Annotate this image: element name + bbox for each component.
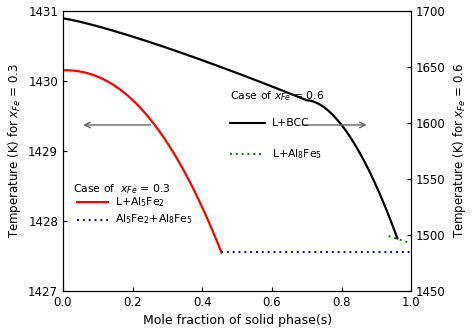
Text: Case of  $x_{Fe}$ = 0.3: Case of $x_{Fe}$ = 0.3	[73, 182, 171, 196]
Text: Case of $x_{Fe}$ = 0.6: Case of $x_{Fe}$ = 0.6	[230, 89, 325, 103]
Text: L+Al$_8$Fe$_5$: L+Al$_8$Fe$_5$	[272, 147, 322, 161]
Text: Al$_5$Fe$_2$+Al$_8$Fe$_5$: Al$_5$Fe$_2$+Al$_8$Fe$_5$	[115, 212, 193, 226]
Y-axis label: Temperature (K) for $x_{Fe}$ = 0.3: Temperature (K) for $x_{Fe}$ = 0.3	[6, 63, 23, 238]
Y-axis label: Temperature (K) for $x_{Fe}$ = 0.6: Temperature (K) for $x_{Fe}$ = 0.6	[451, 63, 468, 238]
Text: L+BCC: L+BCC	[272, 118, 310, 128]
X-axis label: Mole fraction of solid phase(s): Mole fraction of solid phase(s)	[143, 314, 332, 327]
Text: L+Al$_5$Fe$_2$: L+Al$_5$Fe$_2$	[115, 195, 165, 209]
